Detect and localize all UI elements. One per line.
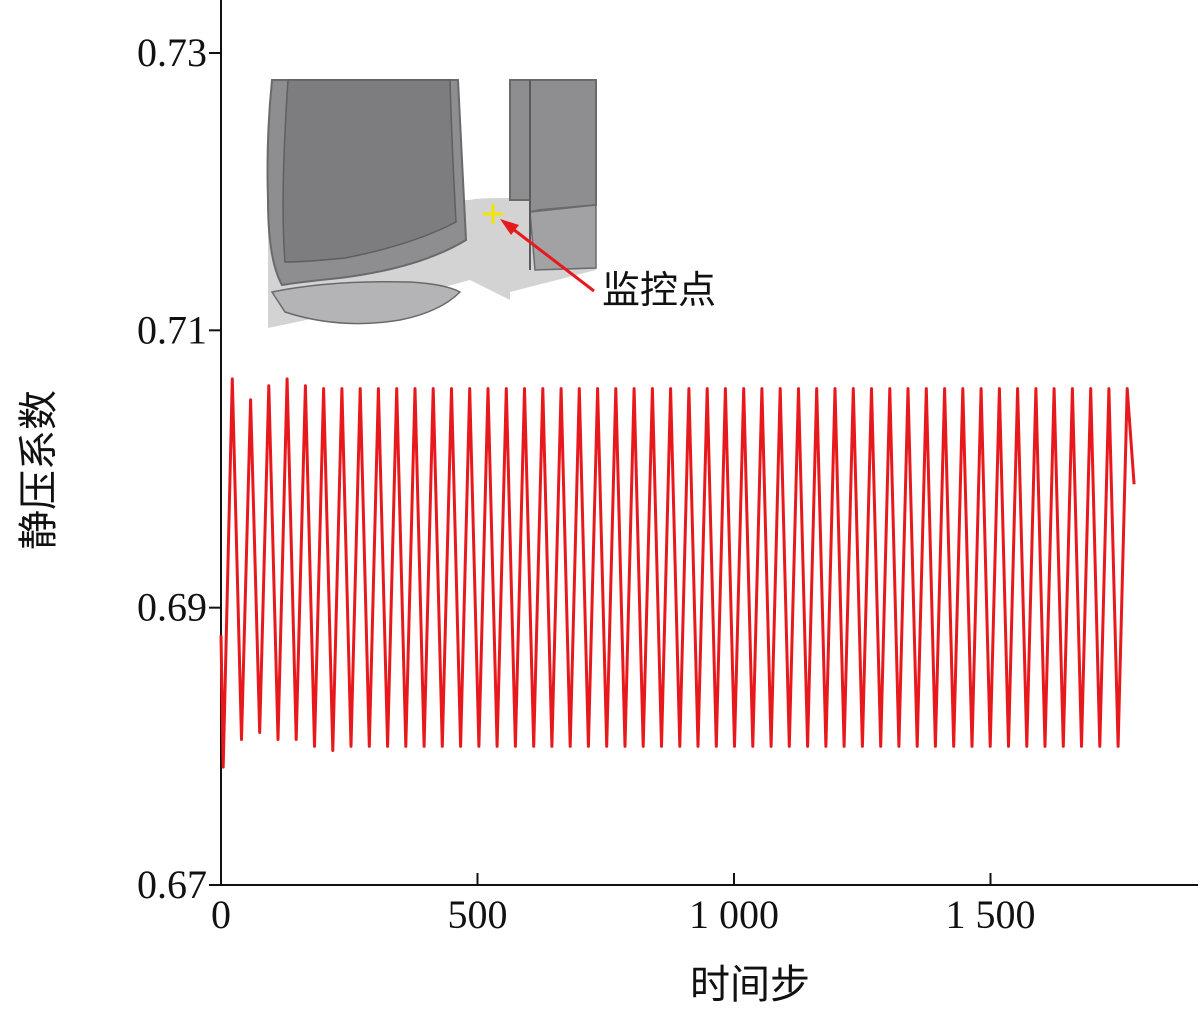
left-blade-hub	[270, 280, 462, 325]
x-tick-label: 1 500	[946, 892, 1036, 937]
inset-geometry: 监控点	[266, 79, 716, 328]
x-tick-label: 1 000	[689, 892, 779, 937]
axes	[220, 0, 1198, 886]
left-blade-inner	[282, 79, 457, 263]
x-tick-label: 0	[211, 892, 231, 937]
x-tick-label: 500	[448, 892, 508, 937]
x-axis-title: 时间步	[690, 962, 810, 1008]
x-ticks: 0 500 1 000 1 500	[211, 873, 1036, 937]
monitor-point	[483, 204, 503, 224]
annotation-arrow	[500, 219, 595, 293]
annotation-label: 监控点	[602, 268, 716, 312]
y-tick-label: 0.67	[137, 862, 207, 907]
right-blade-lower	[529, 204, 597, 271]
y-tick-label: 0.69	[137, 585, 207, 630]
y-tick-label: 0.73	[137, 30, 207, 75]
right-blade	[509, 79, 597, 214]
y-tick-label: 0.71	[137, 307, 207, 352]
series-layer	[219, 377, 1136, 769]
y-axis-title: 静压系数	[16, 390, 62, 550]
series-line	[219, 377, 1136, 769]
y-ticks: 0.67 0.69 0.71 0.73	[137, 30, 221, 907]
